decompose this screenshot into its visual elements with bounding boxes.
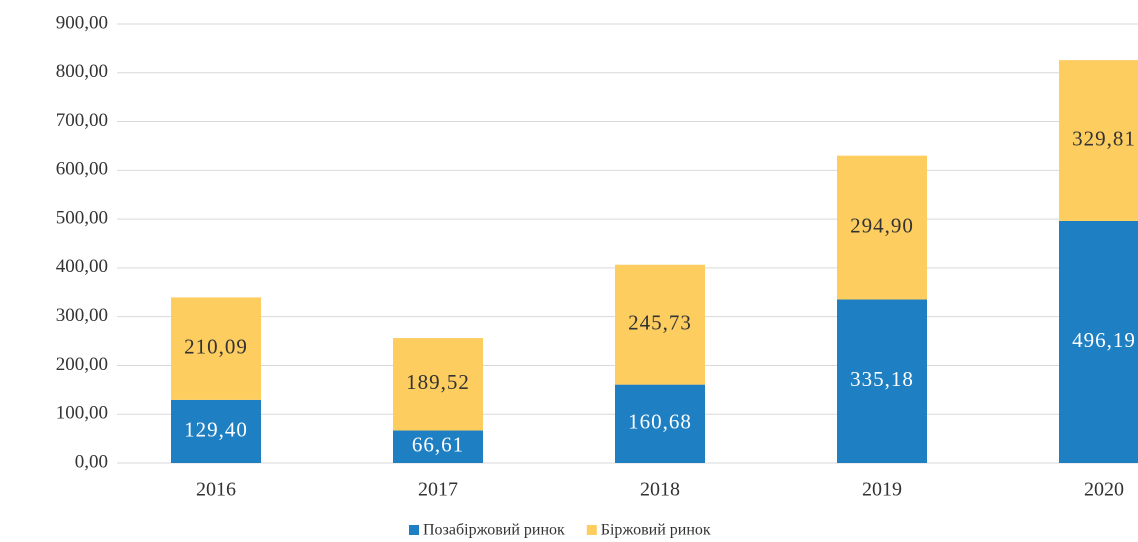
- bar-segment: [837, 299, 927, 463]
- data-label: 160,68: [628, 410, 692, 434]
- y-tick-label: 200,00: [56, 354, 108, 375]
- legend-swatch: [586, 525, 597, 535]
- legend-swatch: [409, 525, 419, 535]
- y-tick-label: 300,00: [56, 305, 108, 326]
- data-label: 496,19: [1072, 328, 1136, 352]
- x-tick-label: 2017: [418, 479, 458, 501]
- y-tick-label: 800,00: [56, 61, 108, 82]
- data-label: 189,52: [406, 370, 470, 394]
- x-tick-label: 2020: [1084, 479, 1124, 501]
- bar-segment: [837, 155, 927, 300]
- y-tick-label: 900,00: [56, 12, 108, 33]
- y-tick-label: 400,00: [56, 256, 108, 277]
- bar-segment: [615, 384, 705, 463]
- data-label: 66,61: [412, 433, 464, 457]
- y-tick-label: 0,00: [75, 451, 108, 472]
- bar-segment: [393, 338, 483, 431]
- x-tick-label: 2016: [196, 479, 236, 501]
- data-label: 329,81: [1072, 126, 1136, 150]
- bar-segment: [171, 297, 261, 400]
- data-label: 245,73: [628, 311, 692, 335]
- data-label: 335,18: [850, 367, 914, 391]
- data-label: 129,40: [184, 417, 248, 441]
- bar-segment: [1059, 220, 1138, 463]
- bar-segment: [1059, 60, 1138, 221]
- y-tick-label: 600,00: [56, 159, 108, 180]
- data-label: 210,09: [184, 334, 248, 358]
- legend-label: Позабіржовий ринок: [423, 522, 565, 539]
- y-tick-label: 700,00: [56, 110, 108, 131]
- x-tick-label: 2018: [640, 479, 680, 501]
- legend-label: Біржовий ринок: [601, 522, 711, 539]
- y-tick-label: 100,00: [56, 403, 108, 424]
- x-tick-label: 2019: [862, 479, 902, 501]
- bar-segment: [615, 264, 705, 385]
- data-label: 294,90: [850, 213, 914, 237]
- y-tick-label: 500,00: [56, 207, 108, 228]
- bar-segment: [393, 430, 483, 463]
- bar-segment: [171, 399, 261, 463]
